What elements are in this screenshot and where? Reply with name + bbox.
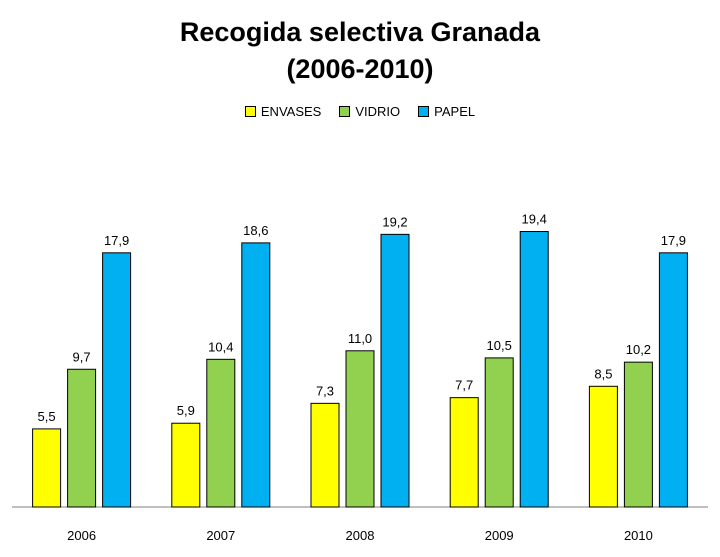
x-tick-label-2006: 2006 bbox=[67, 528, 96, 543]
data-label-papel-2007: 18,6 bbox=[243, 223, 268, 238]
legend-label-papel: PAPEL bbox=[434, 104, 476, 119]
bar-vidrio-2009 bbox=[484, 357, 514, 508]
legend: ENVASES VIDRIO PAPEL bbox=[0, 104, 720, 119]
bar-vidrio-2008 bbox=[345, 350, 375, 508]
x-tick-label-2010: 2010 bbox=[624, 528, 653, 543]
data-label-vidrio-2006: 9,7 bbox=[73, 349, 91, 364]
chart-title-line1: Recogida selectiva Granada bbox=[179, 17, 541, 47]
legend-swatch-vidrio bbox=[339, 106, 351, 117]
x-tick-label-2009: 2009 bbox=[485, 528, 514, 543]
bar-papel-2010 bbox=[658, 252, 688, 508]
data-label-envases-2009: 7,7 bbox=[455, 378, 473, 393]
data-label-envases-2007: 5,9 bbox=[177, 403, 195, 418]
bar-envases-2007 bbox=[171, 422, 201, 508]
legend-item-envases: ENVASES bbox=[244, 104, 322, 119]
bar-envases-2010 bbox=[588, 385, 618, 508]
data-label-envases-2008: 7,3 bbox=[316, 383, 334, 398]
x-tick-label-2008: 2008 bbox=[346, 528, 375, 543]
data-label-vidrio-2008: 11,0 bbox=[348, 331, 372, 346]
data-label-papel-2010: 17,9 bbox=[661, 233, 686, 248]
legend-swatch-papel bbox=[418, 106, 430, 117]
data-label-vidrio-2010: 10,2 bbox=[626, 342, 651, 357]
bar-vidrio-2006 bbox=[67, 368, 97, 508]
bar-papel-2007 bbox=[241, 242, 271, 508]
data-label-vidrio-2009: 10,5 bbox=[487, 338, 512, 353]
x-tick-label-2007: 2007 bbox=[206, 528, 235, 543]
bar-vidrio-2007 bbox=[206, 358, 236, 508]
data-label-vidrio-2007: 10,4 bbox=[208, 339, 233, 354]
legend-label-envases: ENVASES bbox=[260, 104, 322, 119]
legend-item-papel: PAPEL bbox=[418, 104, 475, 119]
bar-papel-2006 bbox=[102, 252, 132, 508]
bar-envases-2009 bbox=[449, 397, 479, 508]
data-label-envases-2006: 5,5 bbox=[38, 409, 56, 424]
legend-swatch-envases bbox=[244, 106, 256, 117]
data-label-papel-2008: 19,2 bbox=[382, 214, 407, 229]
legend-item-vidrio: VIDRIO bbox=[339, 104, 400, 119]
bar-papel-2008 bbox=[380, 233, 410, 508]
data-label-papel-2009: 19,4 bbox=[522, 212, 547, 227]
data-label-envases-2010: 8,5 bbox=[594, 366, 612, 381]
bar-papel-2009 bbox=[519, 231, 549, 508]
data-label-papel-2006: 17,9 bbox=[104, 233, 129, 248]
bar-envases-2008 bbox=[310, 402, 340, 508]
bar-vidrio-2010 bbox=[623, 361, 653, 508]
bar-envases-2006 bbox=[32, 428, 62, 508]
legend-label-vidrio: VIDRIO bbox=[355, 104, 401, 119]
chart-title-line2: (2006-2010) bbox=[286, 54, 434, 84]
